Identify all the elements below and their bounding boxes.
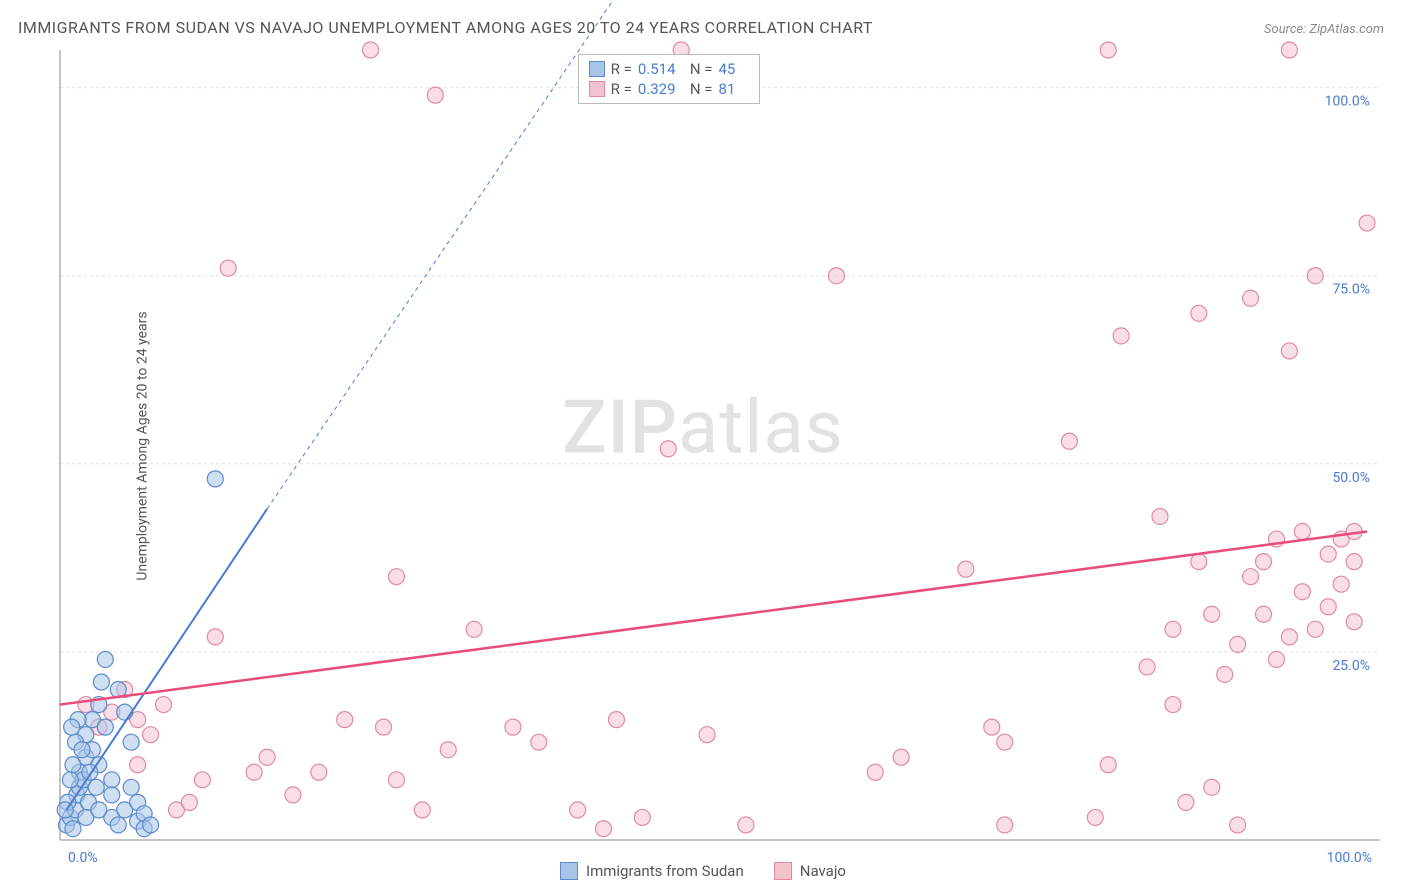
svg-text:100.0%: 100.0% (1325, 94, 1370, 110)
legend-swatch (560, 862, 578, 880)
n-label: N = (690, 80, 713, 98)
r-label: R = (611, 80, 632, 98)
legend-item: Navajo (774, 862, 846, 880)
r-label: R = (611, 60, 632, 78)
n-value: 81 (719, 80, 749, 98)
source-attribution: Source: ZipAtlas.com (1264, 22, 1384, 37)
stats-swatch (589, 61, 605, 77)
y-axis-label: Unemployment Among Ages 20 to 24 years (135, 311, 151, 580)
n-label: N = (690, 60, 713, 78)
legend-item: Immigrants from Sudan (560, 862, 744, 880)
stats-row: R = 0.514 N = 45 (589, 59, 749, 79)
svg-text:100.0%: 100.0% (1327, 850, 1372, 866)
legend-label: Navajo (800, 862, 846, 880)
legend: Immigrants from Sudan Navajo (560, 862, 846, 880)
stats-swatch (589, 81, 605, 97)
svg-text:25.0%: 25.0% (1332, 658, 1370, 674)
r-value: 0.514 (638, 60, 684, 78)
svg-text:75.0%: 75.0% (1332, 282, 1370, 298)
stats-row: R = 0.329 N = 81 (589, 79, 749, 99)
scatter-chart: 25.0% 50.0% 75.0% 100.0% 0.0% 100.0% (0, 0, 1406, 892)
n-value: 45 (719, 60, 749, 78)
legend-label: Immigrants from Sudan (586, 862, 744, 880)
legend-swatch (774, 862, 792, 880)
r-value: 0.329 (638, 80, 684, 98)
chart-title: IMMIGRANTS FROM SUDAN VS NAVAJO UNEMPLOY… (18, 18, 873, 37)
correlation-stats-box: R = 0.514 N = 45 R = 0.329 N = 81 (578, 54, 760, 104)
svg-text:50.0%: 50.0% (1332, 470, 1370, 486)
svg-text:0.0%: 0.0% (68, 850, 98, 866)
